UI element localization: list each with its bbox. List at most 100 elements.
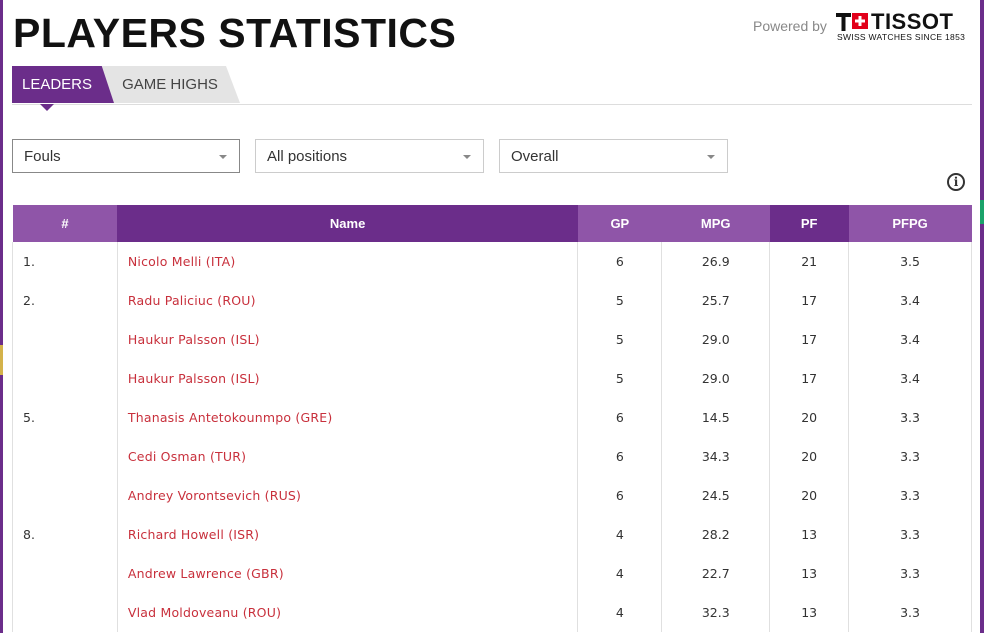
player-link[interactable]: Radu Paliciuc (ROU) bbox=[116, 281, 579, 320]
gp-cell: 5 bbox=[577, 281, 663, 320]
pf-cell: 21 bbox=[769, 242, 850, 281]
mpg-cell: 26.9 bbox=[661, 242, 771, 281]
table-row: Haukur Palsson (ISL) 5 29.0 17 3.4 bbox=[12, 320, 972, 359]
column-header-mpg[interactable]: MPG bbox=[661, 205, 770, 242]
pfpg-cell: 3.3 bbox=[848, 515, 972, 554]
column-header-name[interactable]: Name bbox=[117, 205, 578, 242]
mpg-cell: 29.0 bbox=[661, 359, 771, 398]
player-link[interactable]: Andrew Lawrence (GBR) bbox=[116, 554, 579, 593]
chevron-down-icon bbox=[219, 155, 227, 159]
pfpg-cell: 3.4 bbox=[848, 320, 972, 359]
table-row: Vlad Moldoveanu (ROU) 4 32.3 13 3.3 bbox=[12, 593, 972, 632]
gp-cell: 4 bbox=[577, 554, 663, 593]
player-link[interactable]: Cedi Osman (TUR) bbox=[116, 437, 579, 476]
gp-cell: 4 bbox=[577, 515, 663, 554]
stat-select[interactable]: Fouls bbox=[12, 139, 240, 173]
stat-select-value: Fouls bbox=[24, 147, 61, 165]
player-link[interactable]: Haukur Palsson (ISL) bbox=[116, 320, 579, 359]
position-select[interactable]: All positions bbox=[255, 139, 484, 173]
column-header-pf[interactable]: PF bbox=[769, 205, 849, 242]
left-edge-strip bbox=[0, 0, 3, 633]
tab-game-highs-label: GAME HIGHS bbox=[122, 76, 218, 93]
tab-leaders[interactable]: LEADERS bbox=[12, 66, 114, 103]
pf-cell: 20 bbox=[769, 437, 850, 476]
pf-cell: 17 bbox=[769, 359, 850, 398]
scope-select-value: Overall bbox=[511, 147, 559, 165]
table-row: Cedi Osman (TUR) 6 34.3 20 3.3 bbox=[12, 437, 972, 476]
stats-tabs: LEADERS GAME HIGHS bbox=[12, 66, 972, 105]
rank-cell bbox=[12, 320, 118, 359]
table-row: Haukur Palsson (ISL) 5 29.0 17 3.4 bbox=[12, 359, 972, 398]
gp-cell: 5 bbox=[577, 359, 663, 398]
right-edge-strip bbox=[980, 0, 984, 633]
chevron-down-icon bbox=[707, 155, 715, 159]
rank-cell bbox=[12, 593, 118, 632]
rank-cell: 2. bbox=[12, 281, 118, 320]
pfpg-cell: 3.3 bbox=[848, 554, 972, 593]
stats-table: # Name GP MPG PF PFPG 1. Nicolo Melli (I… bbox=[12, 205, 972, 632]
player-link[interactable]: Haukur Palsson (ISL) bbox=[116, 359, 579, 398]
right-edge-accent bbox=[980, 200, 984, 224]
gp-cell: 6 bbox=[577, 242, 663, 281]
table-row: 5. Thanasis Antetokounmpo (GRE) 6 14.5 2… bbox=[12, 398, 972, 437]
info-icon[interactable]: i bbox=[947, 173, 965, 191]
player-link[interactable]: Thanasis Antetokounmpo (GRE) bbox=[116, 398, 579, 437]
player-link[interactable]: Richard Howell (ISR) bbox=[116, 515, 579, 554]
page-title: PLAYERS STATISTICS bbox=[13, 10, 457, 56]
rank-cell bbox=[12, 359, 118, 398]
tissot-cross-icon bbox=[836, 13, 868, 31]
mpg-cell: 34.3 bbox=[661, 437, 771, 476]
table-header-row: # Name GP MPG PF PFPG bbox=[12, 205, 972, 242]
mpg-cell: 14.5 bbox=[661, 398, 771, 437]
gp-cell: 5 bbox=[577, 320, 663, 359]
pfpg-cell: 3.4 bbox=[848, 281, 972, 320]
gp-cell: 6 bbox=[577, 476, 663, 515]
player-link[interactable]: Vlad Moldoveanu (ROU) bbox=[116, 593, 579, 632]
pfpg-cell: 3.3 bbox=[848, 398, 972, 437]
rank-cell: 8. bbox=[12, 515, 118, 554]
pfpg-cell: 3.3 bbox=[848, 593, 972, 632]
powered-by-label: Powered by bbox=[753, 18, 827, 34]
pfpg-cell: 3.3 bbox=[848, 437, 972, 476]
position-select-value: All positions bbox=[267, 147, 348, 165]
pf-cell: 17 bbox=[769, 320, 850, 359]
active-tab-pointer bbox=[40, 104, 54, 111]
player-link[interactable]: Andrey Vorontsevich (RUS) bbox=[116, 476, 579, 515]
mpg-cell: 22.7 bbox=[661, 554, 771, 593]
mpg-cell: 32.3 bbox=[661, 593, 771, 632]
tab-game-highs[interactable]: GAME HIGHS bbox=[100, 66, 240, 103]
gp-cell: 6 bbox=[577, 437, 663, 476]
tissot-logo[interactable]: TISSOT SWISS WATCHES SINCE 1853 bbox=[836, 9, 968, 44]
scope-select[interactable]: Overall bbox=[499, 139, 728, 173]
table-row: Andrey Vorontsevich (RUS) 6 24.5 20 3.3 bbox=[12, 476, 972, 515]
player-link[interactable]: Nicolo Melli (ITA) bbox=[116, 242, 579, 281]
gp-cell: 6 bbox=[577, 398, 663, 437]
gp-cell: 4 bbox=[577, 593, 663, 632]
tissot-brand-name: TISSOT bbox=[871, 9, 954, 34]
tab-leaders-label: LEADERS bbox=[21, 76, 93, 93]
mpg-cell: 24.5 bbox=[661, 476, 771, 515]
pf-cell: 13 bbox=[769, 515, 850, 554]
rank-cell: 5. bbox=[12, 398, 118, 437]
table-row: Andrew Lawrence (GBR) 4 22.7 13 3.3 bbox=[12, 554, 972, 593]
pf-cell: 13 bbox=[769, 554, 850, 593]
pf-cell: 20 bbox=[769, 476, 850, 515]
chevron-down-icon bbox=[463, 155, 471, 159]
pfpg-cell: 3.5 bbox=[848, 242, 972, 281]
pfpg-cell: 3.4 bbox=[848, 359, 972, 398]
left-edge-accent bbox=[0, 345, 3, 375]
pf-cell: 13 bbox=[769, 593, 850, 632]
column-header-rank[interactable]: # bbox=[12, 205, 118, 242]
column-header-pfpg[interactable]: PFPG bbox=[848, 205, 972, 242]
pf-cell: 17 bbox=[769, 281, 850, 320]
table-row: 8. Richard Howell (ISR) 4 28.2 13 3.3 bbox=[12, 515, 972, 554]
table-row: 1. Nicolo Melli (ITA) 6 26.9 21 3.5 bbox=[12, 242, 972, 281]
column-header-gp[interactable]: GP bbox=[577, 205, 662, 242]
pf-cell: 20 bbox=[769, 398, 850, 437]
mpg-cell: 28.2 bbox=[661, 515, 771, 554]
rank-cell bbox=[12, 476, 118, 515]
tissot-tagline: SWISS WATCHES SINCE 1853 bbox=[837, 32, 966, 42]
rank-cell bbox=[12, 437, 118, 476]
pfpg-cell: 3.3 bbox=[848, 476, 972, 515]
table-row: 2. Radu Paliciuc (ROU) 5 25.7 17 3.4 bbox=[12, 281, 972, 320]
